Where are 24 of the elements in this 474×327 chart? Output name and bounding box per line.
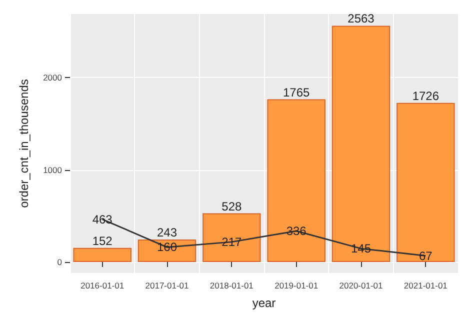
bar: [396, 102, 455, 262]
bar: [332, 26, 390, 262]
data-label: 463: [92, 212, 113, 226]
x-tick-label: 2020-01-01: [339, 280, 384, 290]
bar: [202, 213, 261, 262]
y-tick-label: 2000: [43, 72, 62, 83]
x-tick-label: 2018-01-01: [210, 280, 254, 290]
x-tick-label: 2019-01-01: [274, 280, 318, 290]
y-axis-title: order_cnt_in_thousends: [17, 79, 31, 208]
x-axis-title: year: [252, 296, 276, 310]
data-label: 1726: [412, 88, 440, 103]
data-label: 2563: [348, 12, 375, 26]
data-label: 243: [156, 226, 178, 240]
data-label: 1765: [282, 85, 310, 100]
y-tick-label: 0: [57, 256, 62, 267]
data-label: 528: [222, 199, 242, 214]
x-tick-label: 2017-01-01: [145, 280, 190, 290]
bar: [73, 248, 132, 262]
data-label: 67: [418, 248, 433, 263]
data-label: 152: [92, 234, 113, 248]
x-tick-label: 2016-01-01: [80, 280, 124, 290]
y-tick-label: 1000: [43, 164, 62, 175]
bar: [267, 99, 326, 262]
x-tick-label: 2021-01-01: [404, 280, 448, 290]
